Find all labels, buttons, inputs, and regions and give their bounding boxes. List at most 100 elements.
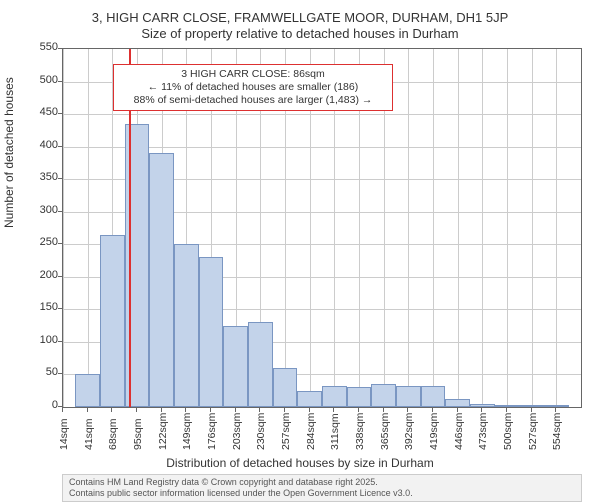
y-tick-label: 100 <box>8 334 58 346</box>
histogram-bar <box>199 257 224 407</box>
histogram-bar <box>519 405 544 407</box>
plot-area: 3 HIGH CARR CLOSE: 86sqm← 11% of detache… <box>62 48 582 408</box>
histogram-bar <box>371 384 396 407</box>
x-tick-label: 527sqm <box>527 413 539 450</box>
histogram-bar <box>248 322 273 407</box>
x-tick-label: 473sqm <box>477 413 489 450</box>
x-tick-mark <box>457 408 458 412</box>
callout-line: ← 11% of detached houses are smaller (18… <box>120 81 386 94</box>
y-tick-mark <box>58 341 62 342</box>
x-tick-label: 500sqm <box>502 413 514 450</box>
x-tick-label: 554sqm <box>551 413 563 450</box>
x-tick-mark <box>136 408 137 412</box>
chart-title: 3, HIGH CARR CLOSE, FRAMWELLGATE MOOR, D… <box>0 10 600 25</box>
y-tick-label: 150 <box>8 301 58 313</box>
y-tick-label: 400 <box>8 139 58 151</box>
x-tick-label: 257sqm <box>280 413 292 450</box>
x-tick-label: 41sqm <box>83 418 95 450</box>
x-tick-label: 392sqm <box>403 413 415 450</box>
grid-line-v <box>433 49 434 407</box>
histogram-bar <box>347 387 372 407</box>
x-tick-mark <box>481 408 482 412</box>
x-tick-label: 68sqm <box>107 418 119 450</box>
y-tick-label: 0 <box>8 399 58 411</box>
x-tick-mark <box>235 408 236 412</box>
x-tick-mark <box>432 408 433 412</box>
attribution-footer: Contains HM Land Registry data © Crown c… <box>62 474 582 502</box>
y-tick-mark <box>58 48 62 49</box>
x-tick-mark <box>259 408 260 412</box>
y-tick-mark <box>58 211 62 212</box>
y-tick-label: 50 <box>8 366 58 378</box>
histogram-bar <box>470 404 495 407</box>
x-axis-label: Distribution of detached houses by size … <box>0 456 600 470</box>
histogram-bar <box>223 326 248 407</box>
x-tick-label: 95sqm <box>132 418 144 450</box>
chart-subtitle: Size of property relative to detached ho… <box>0 26 600 41</box>
x-tick-mark <box>161 408 162 412</box>
histogram-bar <box>174 244 199 407</box>
histogram-bar <box>445 399 470 407</box>
y-tick-label: 300 <box>8 204 58 216</box>
grid-line-v <box>507 49 508 407</box>
y-tick-mark <box>58 113 62 114</box>
x-tick-label: 122sqm <box>157 413 169 450</box>
histogram-bar <box>495 405 520 407</box>
callout-line: 88% of semi-detached houses are larger (… <box>120 94 386 107</box>
x-tick-mark <box>185 408 186 412</box>
x-tick-label: 338sqm <box>354 413 366 450</box>
x-tick-label: 311sqm <box>329 413 341 450</box>
histogram-bar <box>100 235 125 407</box>
y-tick-mark <box>58 146 62 147</box>
x-tick-mark <box>407 408 408 412</box>
x-tick-mark <box>284 408 285 412</box>
footer-line: Contains public sector information licen… <box>69 488 575 499</box>
x-tick-mark <box>358 408 359 412</box>
grid-line-v <box>458 49 459 407</box>
y-tick-label: 200 <box>8 269 58 281</box>
grid-line-v <box>63 49 64 407</box>
x-tick-label: 149sqm <box>181 413 193 450</box>
histogram-bar <box>322 386 347 407</box>
callout-line: 3 HIGH CARR CLOSE: 86sqm <box>120 68 386 81</box>
x-tick-label: 284sqm <box>305 413 317 450</box>
histogram-bar <box>75 374 100 407</box>
x-tick-mark <box>87 408 88 412</box>
footer-line: Contains HM Land Registry data © Crown c… <box>69 477 575 488</box>
x-tick-mark <box>333 408 334 412</box>
y-tick-mark <box>58 81 62 82</box>
callout-box: 3 HIGH CARR CLOSE: 86sqm← 11% of detache… <box>113 64 393 111</box>
x-tick-mark <box>383 408 384 412</box>
y-tick-mark <box>58 406 62 407</box>
grid-line-v <box>408 49 409 407</box>
x-tick-label: 230sqm <box>255 413 267 450</box>
x-tick-label: 14sqm <box>58 418 70 450</box>
grid-line-v <box>556 49 557 407</box>
x-tick-label: 419sqm <box>428 413 440 450</box>
grid-line-v <box>482 49 483 407</box>
y-tick-mark <box>58 308 62 309</box>
histogram-bar <box>544 405 569 407</box>
x-tick-mark <box>531 408 532 412</box>
x-tick-mark <box>309 408 310 412</box>
y-tick-mark <box>58 373 62 374</box>
histogram-bar <box>297 391 322 407</box>
x-tick-label: 365sqm <box>379 413 391 450</box>
histogram-bar <box>421 386 446 407</box>
y-tick-mark <box>58 178 62 179</box>
y-tick-mark <box>58 276 62 277</box>
chart-container: 3, HIGH CARR CLOSE, FRAMWELLGATE MOOR, D… <box>0 0 600 500</box>
histogram-bar <box>396 386 421 407</box>
histogram-bar <box>273 368 298 407</box>
x-tick-mark <box>555 408 556 412</box>
y-tick-label: 450 <box>8 106 58 118</box>
histogram-bar <box>149 153 174 407</box>
y-tick-label: 550 <box>8 41 58 53</box>
x-tick-mark <box>506 408 507 412</box>
grid-line-v <box>532 49 533 407</box>
y-tick-label: 250 <box>8 236 58 248</box>
y-tick-label: 500 <box>8 74 58 86</box>
grid-line-h <box>63 114 581 115</box>
x-tick-label: 176sqm <box>206 413 218 450</box>
x-tick-label: 446sqm <box>453 413 465 450</box>
